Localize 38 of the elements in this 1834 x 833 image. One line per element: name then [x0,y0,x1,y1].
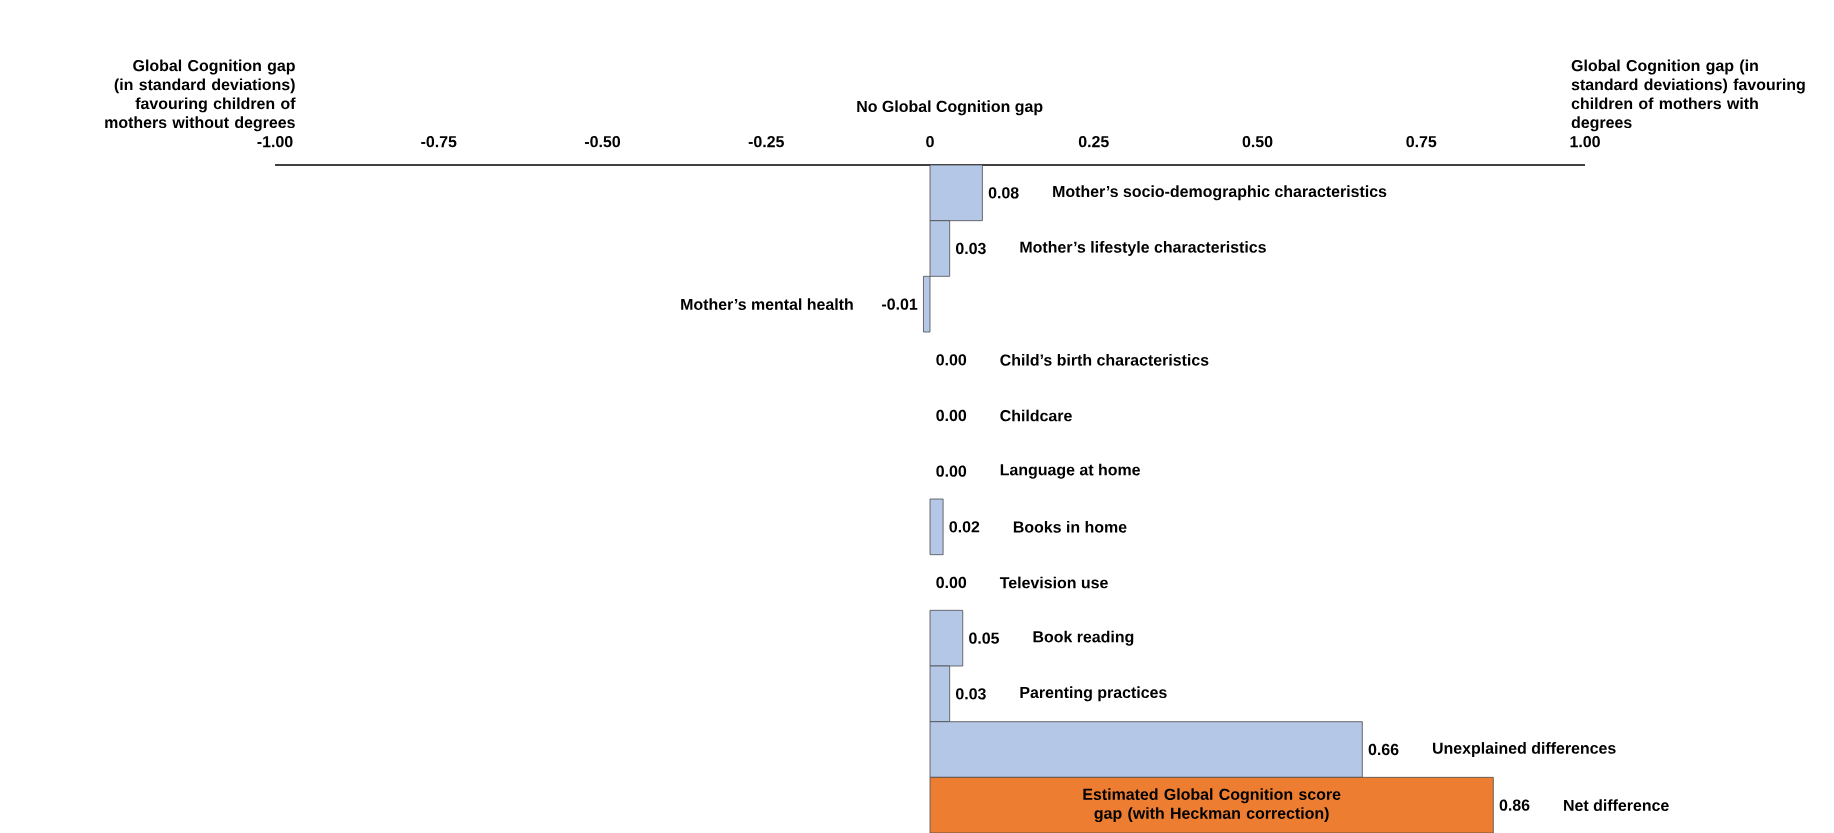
x-tick-label: 0.25 [1078,136,1109,148]
y-tick-label: Child’s birth characteristics [1000,353,1209,366]
y-tick-label: Mother’s lifestyle characteristics [1020,241,1266,256]
x-tick-label: -1.00 [257,136,293,148]
y-tick-label: Unexplained differences [1432,742,1616,757]
data-label: -0.01 [882,298,918,310]
data-label: 0.00 [936,354,967,366]
x-tick-label: 0.50 [1242,136,1273,148]
data-label: 0.03 [955,688,986,700]
data-label: 0.00 [936,409,967,422]
y-tick-label: Television use [999,576,1108,589]
x-tick-label: -0.50 [584,136,621,148]
x-tick-label: 0.75 [1406,136,1437,148]
data-label: 0.00 [936,576,967,589]
y-tick-label: Mother’s socio-demographic characteristics [1053,185,1387,201]
y-tick-label: Book reading [1033,630,1134,646]
bar [929,498,944,556]
x-tick-label: -0.25 [748,136,784,148]
text: Global Cognition gap (in standard deviations) favouring children of mothers with degrees [1571,59,1805,132]
y-tick-label: Books in home [1013,520,1127,533]
y-tick-label: Childcare [1000,409,1072,422]
x-tick-label: 0 [926,136,934,148]
x-tick-label: -0.75 [421,136,457,148]
y-tick-label: Parenting practices [1020,686,1167,702]
data-label: 0.02 [949,521,980,533]
data-label: 0.86 [1499,799,1530,811]
data-label: 0.66 [1368,743,1399,756]
y-tick-label: Language at home [1000,463,1140,479]
data-label: 0.00 [936,465,967,477]
annotation: Estimated Global Cognition score gap (with Heckman correction) [1083,788,1341,823]
x-tick-label: 1.00 [1570,136,1600,148]
text: Global Cognition gap (in standard deviations) favouring children of mothers without degrees [105,59,296,132]
data-label: 0.08 [988,187,1019,199]
y-tick-label: Mother’s mental health [681,298,853,311]
y-tick-label: Net difference [1564,799,1669,812]
data-label: 0.05 [969,632,1000,644]
data-label: 0.03 [955,242,986,255]
text: No Global Cognition gap [857,100,1043,116]
